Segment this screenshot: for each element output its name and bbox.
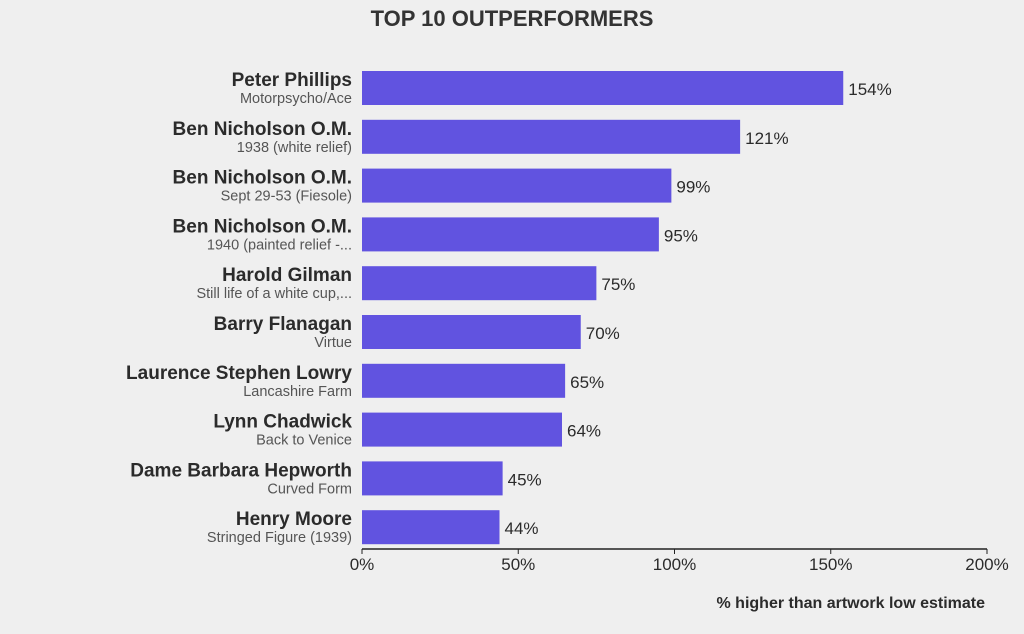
bar: [362, 412, 562, 447]
artist-label: Laurence Stephen Lowry: [126, 363, 352, 384]
value-label: 99%: [676, 178, 710, 197]
artwork-label: Curved Form: [267, 481, 352, 497]
artwork-label: Virtue: [314, 335, 352, 351]
artwork-label: Motorpsycho/Ace: [240, 91, 352, 107]
x-tick-label: 150%: [809, 555, 852, 574]
artwork-label: Back to Venice: [256, 433, 352, 449]
value-label: 75%: [601, 275, 635, 294]
bar: [362, 71, 844, 105]
value-label: 154%: [848, 80, 891, 99]
value-label: 70%: [586, 324, 620, 343]
artwork-label: 1940 (painted relief -...: [207, 237, 352, 253]
x-axis-ticks: 0% 50% 100% 150% 200%: [350, 549, 1009, 574]
bar-row: Ben Nicholson O.M.1940 (painted relief -…: [173, 216, 698, 253]
artwork-label: Still life of a white cup,...: [196, 286, 352, 302]
bar: [362, 315, 581, 349]
artist-label: Henry Moore: [236, 509, 352, 530]
value-label: 121%: [745, 129, 788, 148]
value-label: 64%: [567, 422, 601, 441]
artwork-label: Sept 29-53 (Fiesole): [221, 189, 352, 205]
artwork-label: Lancashire Farm: [243, 384, 352, 400]
x-axis-label: % higher than artwork low estimate: [717, 595, 986, 612]
artist-label: Ben Nicholson O.M.: [173, 216, 352, 237]
bar: [362, 217, 659, 252]
x-tick-label: 50%: [501, 555, 535, 574]
bar: [362, 510, 500, 545]
bar: [362, 363, 566, 398]
bar-row: Ben Nicholson O.M.1938 (white relief) 121…: [173, 119, 789, 156]
bar: [362, 461, 503, 496]
bar: [362, 168, 672, 203]
artist-label: Ben Nicholson O.M.: [173, 119, 352, 140]
x-tick-label: 100%: [653, 555, 696, 574]
x-tick-label: 0%: [350, 555, 375, 574]
x-tick-label: 200%: [965, 555, 1008, 574]
artist-label: Lynn Chadwick: [213, 412, 352, 433]
artist-label: Peter Phillips: [232, 70, 352, 91]
value-label: 95%: [664, 226, 698, 245]
artist-label: Dame Barbara Hepworth: [130, 460, 352, 481]
artist-label: Harold Gilman: [222, 265, 352, 286]
bar-row: Ben Nicholson O.M.Sept 29-53 (Fiesole) 99…: [173, 168, 711, 205]
bar: [362, 119, 741, 154]
value-label: 44%: [505, 519, 539, 538]
artist-label: Barry Flanagan: [214, 314, 352, 335]
artwork-label: 1938 (white relief): [237, 140, 352, 156]
bar: [362, 266, 597, 301]
artwork-label: Stringed Figure (1939): [207, 530, 352, 546]
artist-label: Ben Nicholson O.M.: [173, 168, 352, 189]
chart-title: TOP 10 OUTPERFORMERS: [371, 6, 654, 31]
value-label: 65%: [570, 373, 604, 392]
value-label: 45%: [508, 470, 542, 489]
